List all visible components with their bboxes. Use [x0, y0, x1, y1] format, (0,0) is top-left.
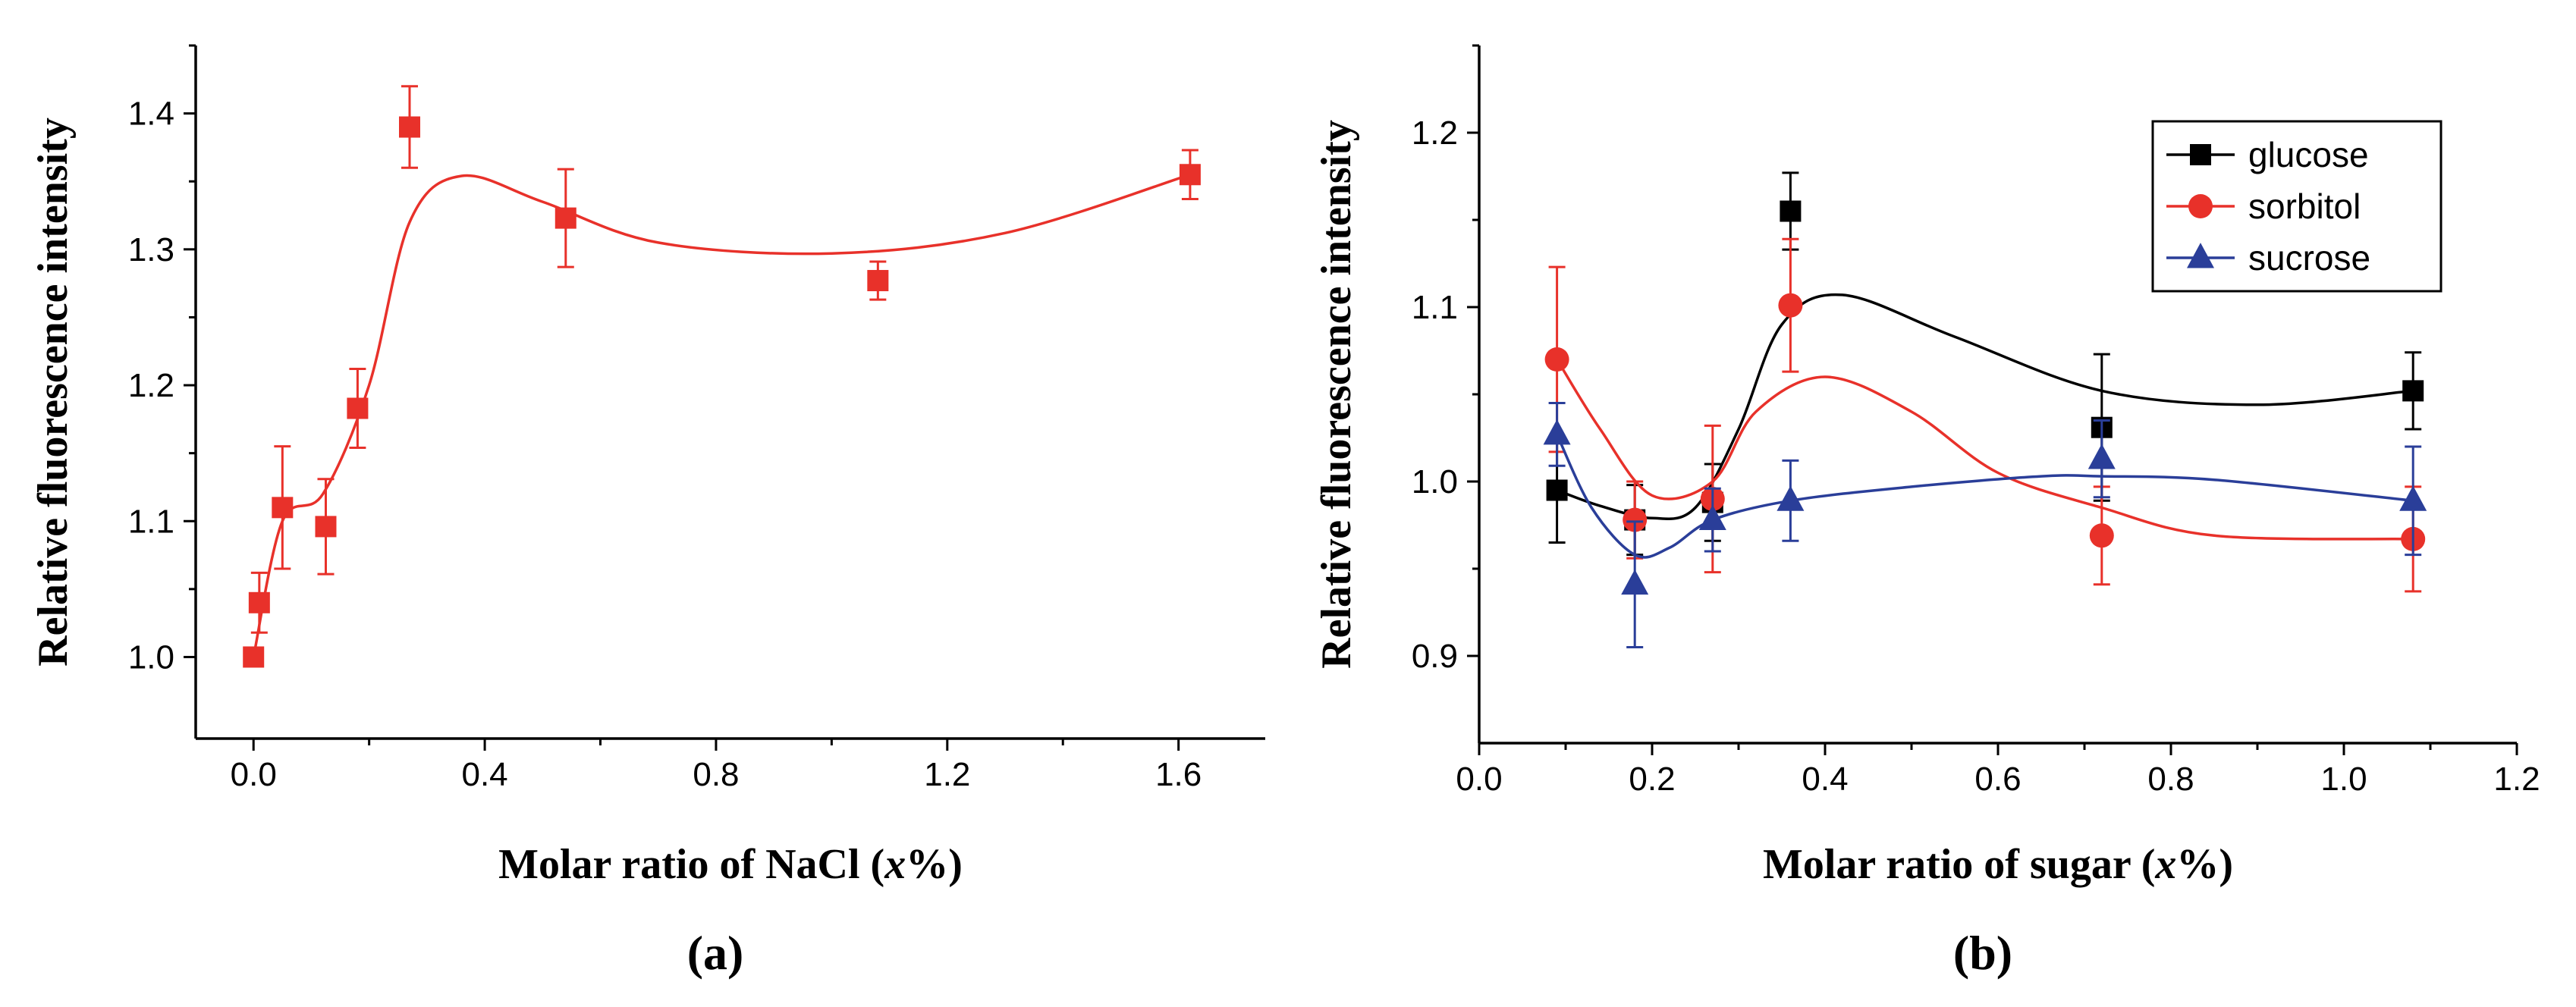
x-tick-label: 0.8 — [2147, 761, 2194, 798]
data-point — [315, 516, 337, 538]
x-tick-label: 0.8 — [693, 756, 739, 793]
x-tick-label: 0.0 — [1456, 761, 1502, 798]
y-tick-label: 1.2 — [1412, 115, 1458, 152]
fit-curve-sucrose — [1556, 434, 2414, 559]
data-point — [272, 497, 294, 519]
y-tick-label: 1.2 — [128, 367, 174, 404]
data-point — [1546, 479, 1568, 501]
data-point — [1778, 293, 1803, 318]
x-tick-label: 1.0 — [2320, 761, 2367, 798]
legend-marker — [2187, 243, 2214, 268]
legend-label: glucose — [2248, 135, 2369, 174]
y-tick-label: 1.0 — [1412, 463, 1458, 500]
data-point — [2088, 444, 2116, 469]
data-point — [2402, 380, 2424, 402]
y-tick-label: 1.3 — [128, 231, 174, 268]
y-axis-title: Relative fluorescence intensity — [1313, 120, 1360, 669]
panel-label: (b) — [1953, 926, 2012, 980]
fit-curve-sorbitol — [1556, 359, 2414, 541]
data-point — [1698, 504, 1726, 531]
data-point — [1780, 200, 1802, 222]
data-point — [243, 646, 265, 668]
data-point — [1179, 164, 1201, 186]
y-tick-label: 1.0 — [128, 638, 174, 676]
legend-label: sorbitol — [2248, 187, 2361, 226]
x-tick-label: 0.4 — [461, 756, 507, 793]
data-point — [1621, 569, 1649, 595]
x-tick-label: 0.6 — [1974, 761, 2021, 798]
data-point — [2089, 523, 2114, 548]
data-point — [867, 270, 889, 292]
panel-b-chart: 0.0 0.2 0.4 0.6 0.8 1.0 1.2 0.9 1.0 1.1 1.2 Molar r… — [1313, 44, 2540, 980]
panel-a-chart: 0.0 0.4 0.8 1.2 1.6 1.0 1.1 1.2 1.3 1.4 Molar rati… — [30, 44, 1265, 980]
y-axis-title: Relative fluorescence intensity — [30, 118, 77, 667]
panel-label: (a) — [687, 926, 744, 980]
data-point — [1776, 485, 1805, 511]
y-tick-label: 1.4 — [128, 96, 174, 133]
data-point — [248, 591, 270, 613]
x-tick-label: 1.6 — [1155, 756, 1202, 793]
legend: glucose sorbitol sucrose — [2151, 120, 2442, 293]
data-point — [2399, 485, 2427, 511]
series-sucrose — [1543, 402, 2427, 648]
data-point — [399, 116, 420, 138]
data-point — [554, 207, 576, 229]
x-axis-title: Molar ratio of sugar (x%) — [1763, 841, 2233, 888]
fit-curve-glucose — [1556, 293, 2414, 520]
legend-marker — [2190, 144, 2211, 165]
x-tick-label: 0.0 — [231, 756, 277, 793]
data-point — [1544, 347, 1569, 372]
x-tick-label: 1.2 — [2493, 761, 2540, 798]
series-nacl — [243, 85, 1201, 668]
y-tick-label: 0.9 — [1412, 638, 1458, 675]
data-point — [1623, 507, 1648, 532]
y-tick-label: 1.1 — [128, 503, 174, 540]
legend-marker — [2188, 194, 2213, 218]
fit-curve-nacl — [252, 173, 1191, 657]
x-tick-label: 0.4 — [1802, 761, 1848, 798]
y-tick-label: 1.1 — [1412, 289, 1458, 326]
data-point — [347, 397, 369, 419]
data-point — [1543, 419, 1571, 445]
x-tick-label: 1.2 — [924, 756, 970, 793]
x-tick-label: 0.2 — [1629, 761, 1675, 798]
x-axis-title: Molar ratio of NaCl (x%) — [498, 841, 963, 888]
legend-label: sucrose — [2248, 238, 2370, 278]
